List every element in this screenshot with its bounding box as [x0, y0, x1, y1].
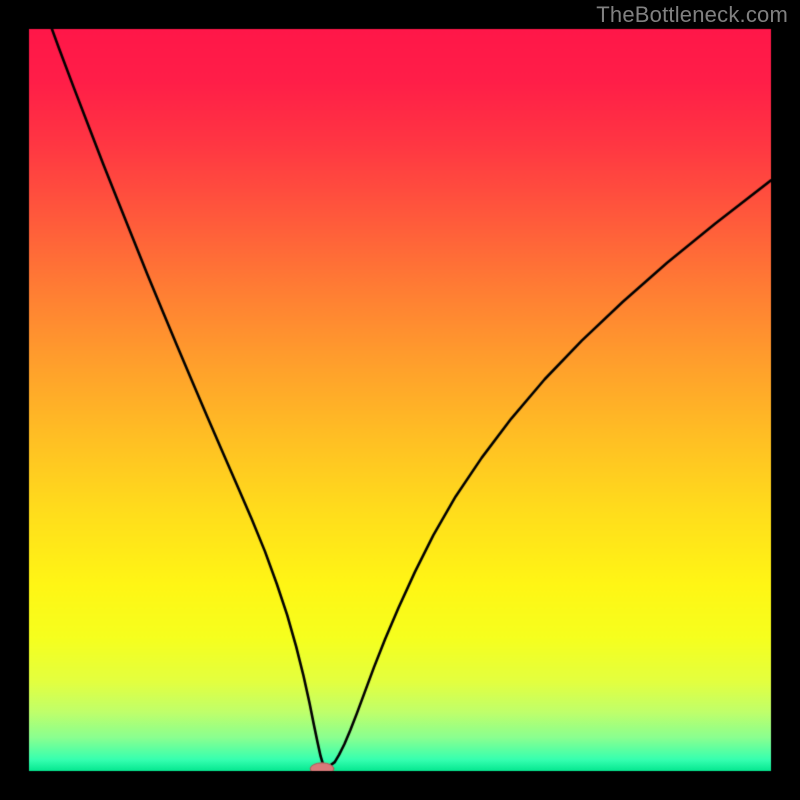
watermark-text: TheBottleneck.com — [596, 2, 788, 28]
chart-stage: TheBottleneck.com — [0, 0, 800, 800]
bottleneck-curve-chart — [0, 0, 800, 800]
